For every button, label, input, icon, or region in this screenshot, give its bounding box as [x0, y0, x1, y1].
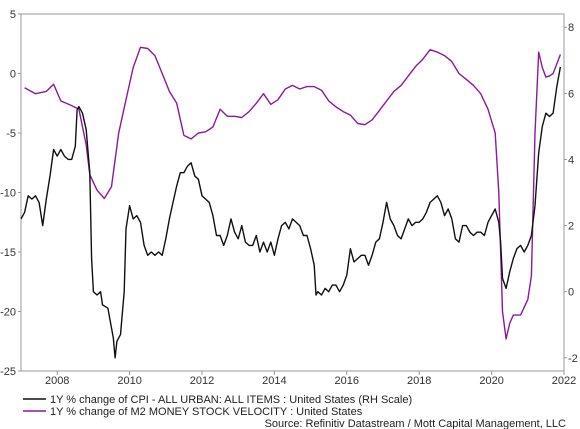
right-tick-label: 4 [568, 154, 574, 166]
left-tick-label: -25 [0, 366, 16, 378]
series-line-m2-velocity [24, 46, 562, 340]
plot-area [20, 13, 565, 372]
x-tick-label: 2012 [190, 375, 214, 387]
series-layer [20, 46, 562, 359]
left-tick-label: -10 [0, 188, 16, 200]
x-tick-label: 2008 [45, 375, 69, 387]
right-tick-label: 6 [568, 88, 574, 100]
right-y-axis: 8 6 4 2 0 -2 [564, 22, 578, 365]
x-tick-label: 2022 [552, 375, 576, 387]
x-tick-label: 2018 [407, 375, 431, 387]
left-tick-label: -5 [6, 128, 16, 140]
source-note: Source: Refinitiv Datastream / Mott Capi… [265, 418, 566, 429]
right-tick-label: -2 [568, 353, 578, 365]
right-tick-label: 2 [568, 221, 574, 233]
right-tick-label: 0 [568, 287, 574, 299]
left-tick-label: 5 [10, 9, 16, 21]
x-tick-label: 2020 [479, 375, 503, 387]
right-tick-label: 8 [568, 22, 574, 34]
legend-label-cpi: 1Y % change of CPI - ALL URBAN: ALL ITEM… [50, 394, 412, 406]
left-tick-label: -20 [0, 307, 16, 319]
legend: 1Y % change of CPI - ALL URBAN: ALL ITEM… [23, 394, 412, 418]
x-tick-label: 2010 [117, 375, 141, 387]
series-line-cpi [20, 66, 562, 359]
x-axis: 2008 2010 2012 2014 2016 2018 2020 2022 [45, 371, 576, 387]
legend-label-velocity: 1Y % change of M2 MONEY STOCK VELOCITY :… [50, 406, 363, 418]
x-tick-label: 2014 [262, 375, 286, 387]
x-tick-label: 2016 [335, 375, 359, 387]
left-y-axis: 5 0 -5 -10 -15 -20 -25 [0, 9, 21, 378]
left-tick-label: -15 [0, 247, 16, 259]
left-tick-label: 0 [10, 69, 16, 81]
